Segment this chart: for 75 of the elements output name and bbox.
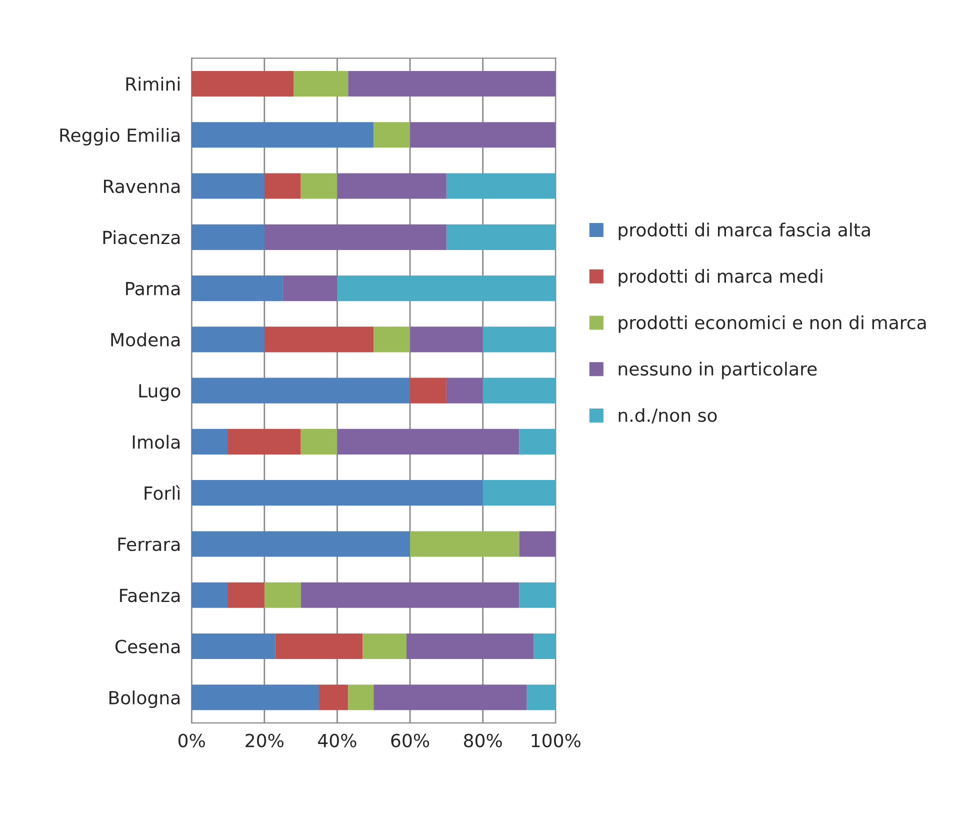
bar: [192, 173, 264, 199]
y-tick-label: Ferrara: [118, 538, 180, 552]
bar: [519, 582, 556, 608]
legend-label: n.d./non so: [618, 408, 717, 424]
y-tick-label: Piacenza: [103, 230, 180, 244]
y-tick-label: Imola: [132, 434, 180, 449]
bar: [446, 224, 556, 250]
bar: [294, 70, 348, 97]
bar: [264, 326, 374, 352]
bar: [337, 276, 556, 302]
bar: [192, 633, 276, 660]
x-tick-label: 80%: [464, 734, 502, 748]
bar: [410, 531, 520, 557]
bar: [264, 173, 301, 199]
bar: [337, 173, 446, 199]
bar: [192, 684, 320, 710]
bar: [192, 276, 283, 302]
bar: [446, 378, 483, 404]
x-tick-label: 60%: [391, 734, 430, 748]
bar: [526, 684, 556, 710]
bar: [348, 684, 374, 710]
y-tick-label: Parma: [126, 282, 180, 296]
bar: [264, 224, 446, 250]
bar: [410, 122, 556, 148]
bar: [374, 684, 527, 710]
y-tick-label: Cesena: [115, 640, 180, 654]
bar: [192, 531, 410, 557]
x-tick-label: 100%: [532, 734, 580, 748]
bar: [192, 480, 483, 506]
bar: [446, 173, 556, 199]
bar: [192, 428, 228, 454]
bar: [362, 633, 406, 660]
x-tick-label: 0%: [178, 734, 205, 748]
bar: [410, 378, 446, 404]
bar: [228, 582, 264, 608]
bar: [192, 582, 228, 608]
bar: [192, 378, 410, 404]
legend-label: prodotti economici e non di marca: [618, 315, 926, 333]
bar: [410, 326, 483, 352]
bar: [519, 531, 556, 557]
bar: [482, 378, 556, 404]
bar: [228, 428, 301, 454]
bar: [519, 428, 556, 454]
bar: [482, 326, 556, 352]
bar: [192, 224, 264, 250]
bar: [337, 428, 520, 454]
bar: [192, 326, 264, 352]
bar: [275, 633, 363, 660]
y-tick-label: Reggio Emilia: [60, 128, 180, 146]
x-tick-label: 40%: [318, 734, 356, 748]
y-tick-label: Modena: [111, 332, 180, 347]
legend-label: prodotti di marca fascia alta: [618, 222, 870, 240]
bar: [282, 276, 338, 302]
y-tick-label: Faenza: [120, 588, 180, 602]
bar: [300, 428, 338, 454]
bar: [300, 582, 520, 608]
x-tick-label: 20%: [246, 734, 284, 748]
bar: [348, 70, 556, 97]
bar: [406, 633, 534, 660]
y-tick-label: Bologna: [109, 690, 180, 708]
bar: [192, 70, 294, 97]
y-tick-label: Forlì: [144, 485, 180, 500]
bar: [319, 684, 348, 710]
bar: [264, 582, 301, 608]
legend-label: prodotti di marca medi: [618, 268, 822, 286]
bar: [192, 122, 374, 148]
bar: [374, 122, 410, 148]
bar: [374, 326, 410, 352]
y-tick-label: Rimini: [126, 76, 180, 91]
bar: [534, 633, 556, 660]
y-tick-label: Lugo: [139, 384, 180, 402]
bar: [482, 480, 556, 506]
legend-label: nessuno in particolare: [618, 362, 817, 380]
bar: [300, 173, 338, 199]
y-tick-label: Ravenna: [104, 180, 180, 194]
